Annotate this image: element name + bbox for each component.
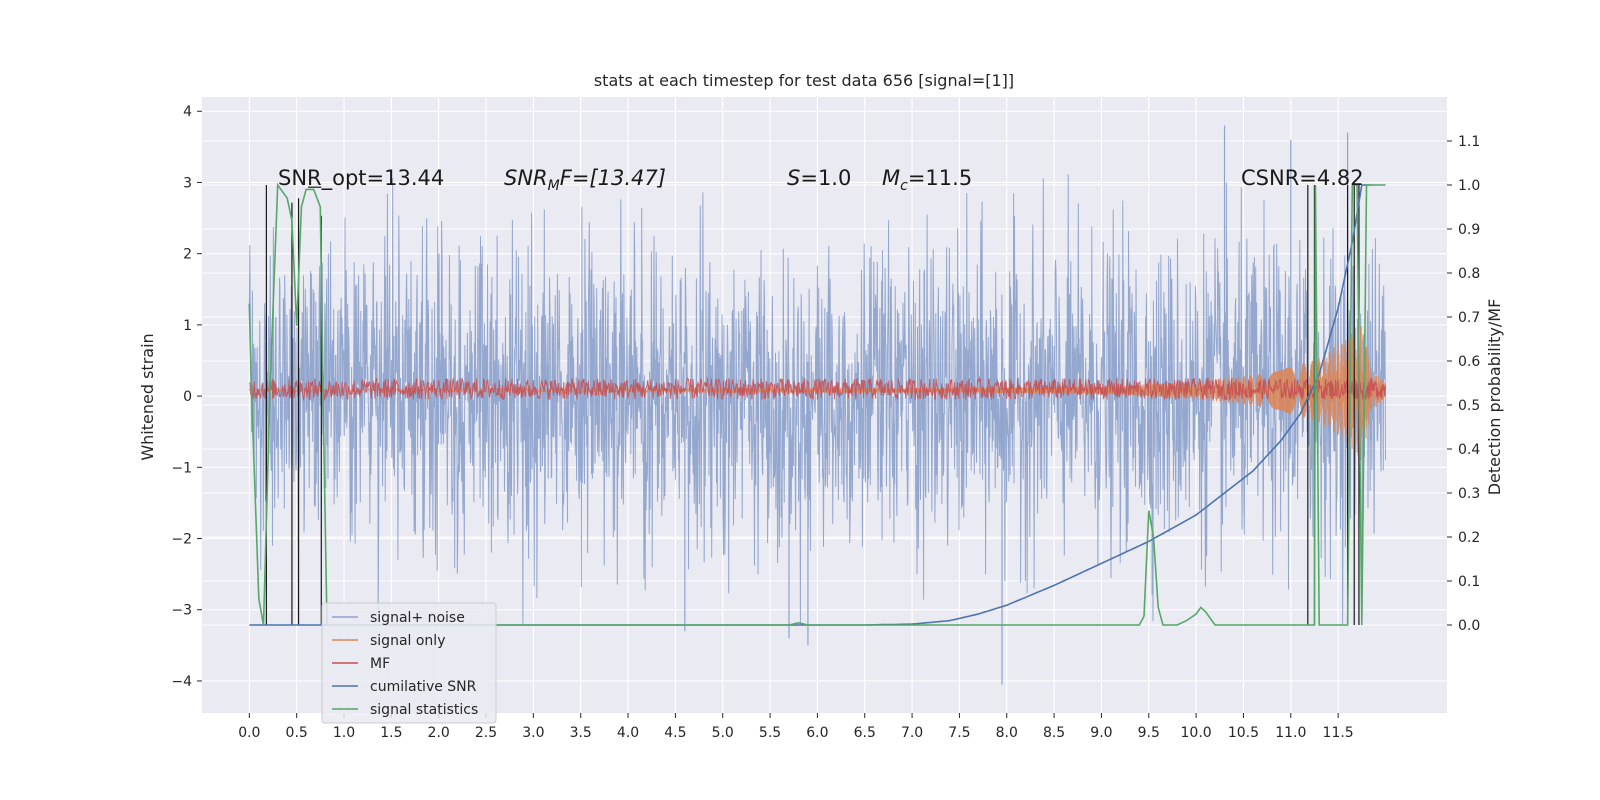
x-tick-label: 6.0 xyxy=(806,725,828,741)
x-tick-label: 2.0 xyxy=(428,725,450,741)
y2-tick-label: 0.9 xyxy=(1458,222,1480,238)
y2-axis-label: Detection probability/MF xyxy=(1485,299,1504,496)
legend-entry: signal+ noise xyxy=(370,610,465,626)
y-tick-label: −4 xyxy=(171,674,192,690)
chart-title: stats at each timestep for test data 656… xyxy=(594,71,1014,90)
legend: signal+ noise signal only MF cumilative SNR… xyxy=(321,602,497,724)
x-tick-label: 9.5 xyxy=(1138,725,1160,741)
series-mf xyxy=(248,377,1386,402)
y2-tick-label: 0.0 xyxy=(1458,618,1480,634)
legend-entry: signal statistics xyxy=(370,702,478,718)
x-tick-label: 11.0 xyxy=(1275,725,1306,741)
legend-entry: signal only xyxy=(370,633,445,649)
y-axis-label: Whitened strain xyxy=(138,333,157,460)
legend-entry: MF xyxy=(370,656,390,672)
x-axis-ticks: 0.0 0.5 1.0 1.5 2.0 2.5 3.0 3.5 4.0 4.5 5.0 5.5 6.0 6… xyxy=(238,713,1354,741)
y2-tick-label: 0.1 xyxy=(1458,574,1480,590)
y-tick-label: 4 xyxy=(183,104,192,120)
y2-tick-label: 0.3 xyxy=(1458,486,1480,502)
annotation-s: S=1.0 xyxy=(787,166,851,190)
annotation-mc: Mc=11.5 xyxy=(882,166,972,194)
mf-trace xyxy=(248,377,1386,402)
x-tick-label: 9.0 xyxy=(1090,725,1112,741)
y2-tick-label: 0.5 xyxy=(1458,398,1480,414)
y-tick-label: 0 xyxy=(183,389,192,405)
y2-axis-ticks: 1.1 1.0 0.9 0.8 0.7 0.6 0.5 0.4 0.3 0.2 0.1 0.0 xyxy=(1447,134,1480,634)
y-tick-label: −3 xyxy=(171,603,192,619)
annotation-snr-opt: SNR_opt=13.44 xyxy=(278,166,444,191)
x-tick-label: 8.0 xyxy=(996,725,1018,741)
x-tick-label: 7.5 xyxy=(948,725,970,741)
x-tick-label: 1.0 xyxy=(333,725,355,741)
x-tick-label: 7.0 xyxy=(901,725,923,741)
y-tick-label: 1 xyxy=(183,318,192,334)
x-tick-label: 5.0 xyxy=(712,725,734,741)
annotation-csnr: CSNR=4.82 xyxy=(1241,166,1364,190)
x-tick-label: 0.5 xyxy=(286,725,308,741)
y2-tick-label: 1.1 xyxy=(1458,134,1480,150)
x-tick-label: 8.5 xyxy=(1043,725,1065,741)
x-tick-label: 3.0 xyxy=(522,725,544,741)
x-tick-label: 0.0 xyxy=(238,725,260,741)
x-tick-label: 3.5 xyxy=(570,725,592,741)
y2-tick-label: 0.7 xyxy=(1458,310,1480,326)
cumulative-snr-line xyxy=(249,184,1372,626)
signal-statistics-line xyxy=(248,182,1386,626)
series-cumulative-snr xyxy=(249,184,1372,626)
x-tick-label: 1.5 xyxy=(380,725,402,741)
y2-tick-label: 0.4 xyxy=(1458,442,1480,458)
y-axis-ticks: 4 3 2 1 0 −1 −2 −3 −4 xyxy=(171,104,202,690)
x-tick-label: 11.5 xyxy=(1323,725,1354,741)
x-tick-label: 4.5 xyxy=(664,725,686,741)
y2-tick-label: 1.0 xyxy=(1458,178,1480,194)
y2-tick-label: 0.2 xyxy=(1458,530,1480,546)
annotation-snr-mf: SNRMF=[13.47] xyxy=(504,166,666,194)
y-tick-label: −1 xyxy=(171,460,192,476)
legend-box xyxy=(321,602,497,724)
y-tick-label: −2 xyxy=(171,532,192,548)
y2-tick-label: 0.6 xyxy=(1458,354,1480,370)
x-tick-label: 10.5 xyxy=(1228,725,1259,741)
legend-entry: cumilative SNR xyxy=(370,679,477,695)
x-tick-label: 4.0 xyxy=(617,725,639,741)
x-tick-label: 5.5 xyxy=(759,725,781,741)
plot-content xyxy=(248,125,1386,685)
y-tick-label: 2 xyxy=(183,247,192,263)
x-tick-label: 6.5 xyxy=(854,725,876,741)
x-tick-label: 2.5 xyxy=(475,725,497,741)
series-signal-statistics xyxy=(248,182,1386,626)
y-tick-label: 3 xyxy=(183,175,192,191)
x-tick-label: 10.0 xyxy=(1181,725,1212,741)
y2-tick-label: 0.8 xyxy=(1458,266,1480,282)
